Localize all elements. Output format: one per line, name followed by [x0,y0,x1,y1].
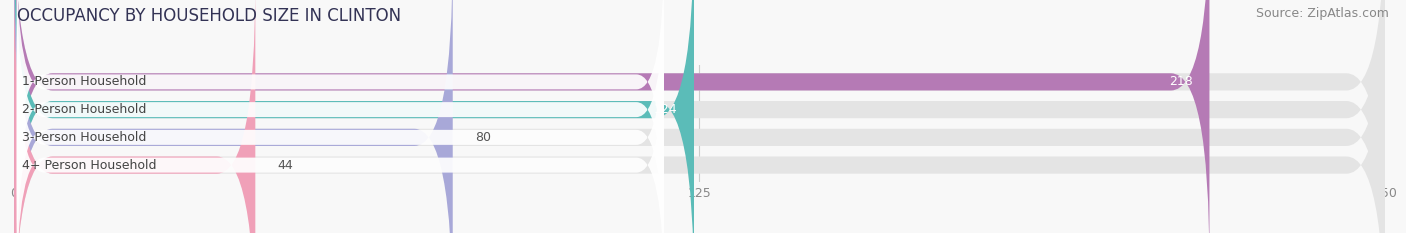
FancyBboxPatch shape [17,0,664,233]
Text: OCCUPANCY BY HOUSEHOLD SIZE IN CLINTON: OCCUPANCY BY HOUSEHOLD SIZE IN CLINTON [17,7,401,25]
FancyBboxPatch shape [14,0,1385,233]
FancyBboxPatch shape [14,0,1385,233]
FancyBboxPatch shape [14,0,695,233]
FancyBboxPatch shape [14,0,1209,233]
FancyBboxPatch shape [14,0,1385,233]
Text: 44: 44 [277,159,292,171]
Text: 218: 218 [1170,75,1192,88]
FancyBboxPatch shape [14,0,256,233]
FancyBboxPatch shape [14,0,1385,233]
Text: 80: 80 [475,131,491,144]
Text: 2-Person Household: 2-Person Household [22,103,146,116]
FancyBboxPatch shape [17,0,664,213]
Text: 1-Person Household: 1-Person Household [22,75,146,88]
Text: 124: 124 [654,103,678,116]
Text: Source: ZipAtlas.com: Source: ZipAtlas.com [1256,7,1389,20]
FancyBboxPatch shape [17,34,664,233]
Text: 4+ Person Household: 4+ Person Household [22,159,157,171]
Text: 3-Person Household: 3-Person Household [22,131,146,144]
FancyBboxPatch shape [17,6,664,233]
FancyBboxPatch shape [14,0,453,233]
